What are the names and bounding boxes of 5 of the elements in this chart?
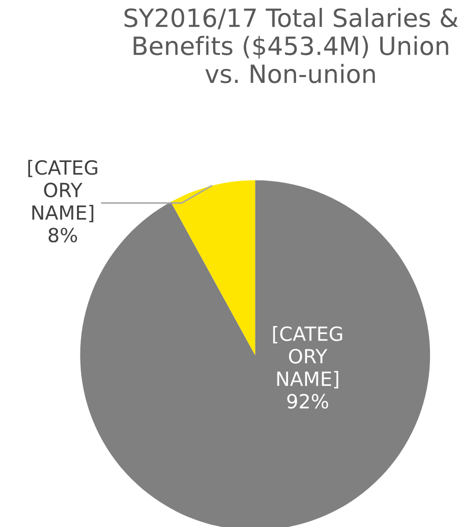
chart-title: SY2016/17 Total Salaries & Benefits ($453.4M) Union vs. Non-union <box>124 8 458 84</box>
slice-label: [CATEGORY NAME] <box>273 326 342 388</box>
slice-label: [CATEGORY NAME] <box>28 160 98 222</box>
data-label: 92% <box>287 394 328 409</box>
data-label: 8% <box>48 228 78 242</box>
